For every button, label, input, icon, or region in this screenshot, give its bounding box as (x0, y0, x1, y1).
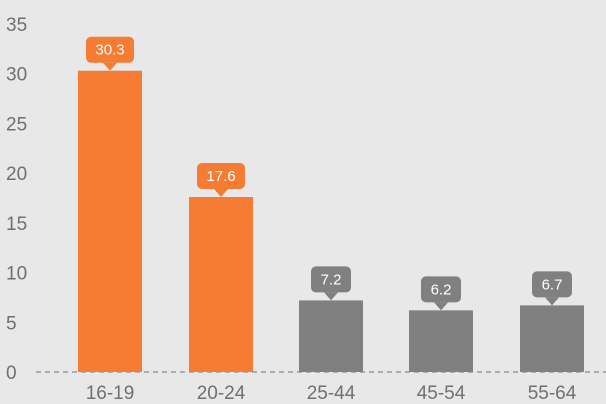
y-tick-label: 5 (6, 313, 17, 334)
data-label-pointer (434, 302, 448, 311)
data-label-55-64: 6.7 (532, 271, 572, 306)
data-label-text: 7.2 (321, 271, 342, 288)
data-label-box (421, 276, 461, 303)
data-label-pointer (545, 297, 559, 306)
bar-55-64 (520, 305, 584, 372)
data-label-45-54: 6.2 (421, 276, 461, 311)
data-label-box (197, 163, 245, 190)
bar-16-19 (78, 70, 142, 372)
y-tick-label: 10 (6, 264, 27, 285)
data-label-box (311, 266, 351, 293)
y-tick-label: 20 (6, 164, 27, 185)
bar-45-54 (409, 310, 473, 372)
bar-20-24 (189, 197, 253, 372)
data-label-20-24: 17.6 (197, 163, 245, 198)
y-tick-label: 35 (6, 15, 27, 36)
data-label-25-44: 7.2 (311, 266, 351, 301)
data-label-text: 6.2 (431, 281, 452, 298)
y-axis: 0 5 10 15 20 25 30 35 (6, 15, 27, 384)
data-label-box (532, 271, 572, 298)
x-tick-label: 20-24 (197, 383, 246, 404)
data-label-text: 6.7 (542, 276, 563, 293)
data-labels: 30.3 17.6 7.2 6.2 6.7 (86, 36, 572, 311)
x-tick-label: 16-19 (86, 383, 135, 404)
y-tick-label: 15 (6, 214, 27, 235)
data-label-pointer (103, 62, 117, 71)
y-tick-label: 25 (6, 114, 27, 135)
x-axis: 16-19 20-24 25-44 45-54 55-64 (86, 383, 577, 404)
data-label-16-19: 30.3 (86, 36, 134, 71)
data-label-box (86, 36, 134, 63)
data-label-text: 30.3 (95, 42, 124, 59)
x-tick-label: 45-54 (417, 383, 466, 404)
data-label-pointer (214, 189, 228, 198)
x-tick-label: 55-64 (528, 383, 577, 404)
x-tick-label: 25-44 (307, 383, 356, 404)
data-label-text: 17.6 (206, 168, 235, 185)
y-tick-label: 30 (6, 65, 27, 86)
y-tick-label: 0 (6, 363, 17, 384)
data-label-pointer (324, 292, 338, 301)
bars (78, 70, 584, 372)
bar-25-44 (299, 300, 363, 372)
